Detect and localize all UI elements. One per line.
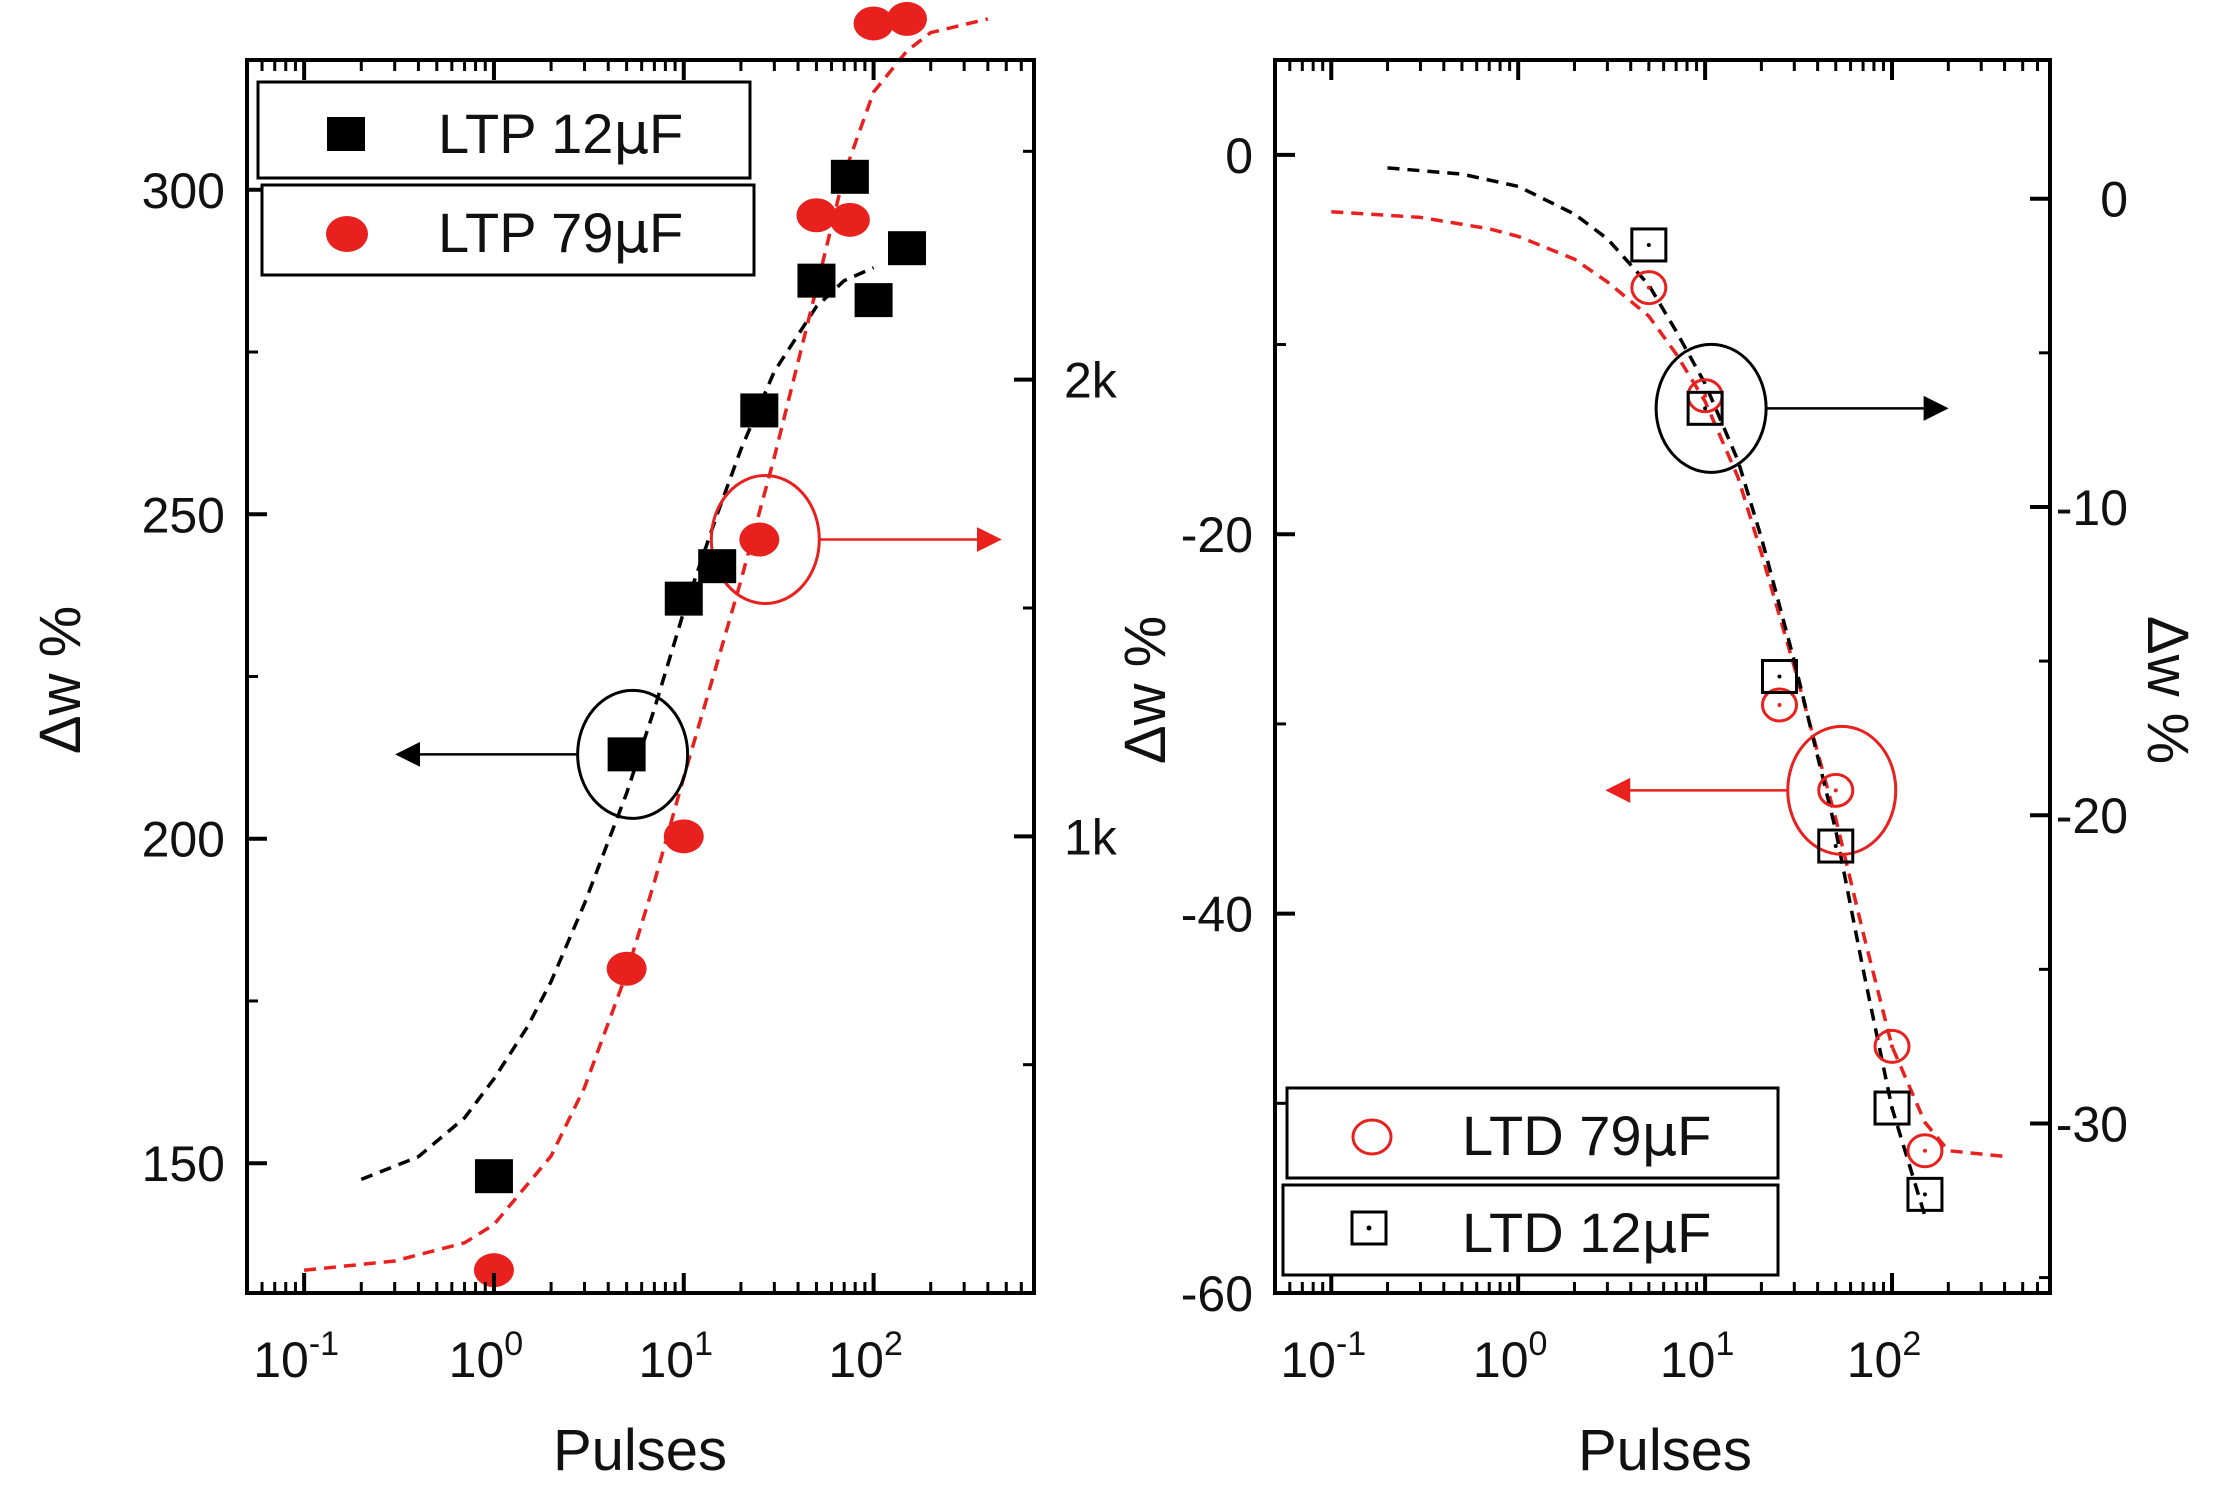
data-point	[1817, 772, 1855, 808]
data-point	[1906, 1133, 1944, 1169]
right-x-axis-label: Pulses	[1578, 1418, 1752, 1483]
data-point	[797, 263, 836, 298]
data-point	[1817, 828, 1855, 864]
data-point-center	[1646, 285, 1651, 290]
y-tick-label: -20	[1181, 507, 1253, 563]
data-point	[830, 159, 869, 194]
right-y-tick-label: -20	[2056, 788, 2128, 844]
data-point	[698, 549, 737, 584]
data-point-center	[1922, 1148, 1927, 1153]
data-point-center	[1777, 674, 1782, 679]
data-point	[607, 737, 646, 772]
x-tick-label: 101	[1660, 1325, 1735, 1388]
x-tick-label: 10-1	[1280, 1325, 1366, 1388]
y-tick-label: 250	[142, 487, 225, 543]
data-point	[1873, 1090, 1911, 1126]
data-point	[1630, 270, 1668, 306]
legend-marker-center-dot	[1366, 1225, 1372, 1231]
data-point	[663, 819, 704, 854]
legend-marker-filled-square	[327, 117, 365, 151]
legend-marker-open-circle	[1351, 1118, 1393, 1156]
data-point	[664, 581, 703, 616]
data-point-center	[1833, 788, 1838, 793]
x-tick-label: 101	[638, 1325, 713, 1388]
right-secondary-y-axis-label: Δw %	[2135, 616, 2200, 764]
left-x-axis-label: Pulses	[553, 1418, 727, 1483]
legend-box-ltd-12	[1281, 1183, 1780, 1277]
legend-box-ltd-79	[1285, 1086, 1780, 1180]
data-point	[740, 393, 779, 428]
data-point-center	[1890, 1044, 1895, 1049]
data-point-center	[1646, 242, 1651, 247]
data-point	[1906, 1176, 1944, 1212]
right-y-tick-label: 0	[2100, 172, 2128, 228]
annotation-circle	[1786, 724, 1898, 856]
legend-label-ltp-12: LTP 12μF	[438, 102, 683, 167]
data-point	[1760, 659, 1798, 694]
data-point	[606, 951, 647, 986]
right-y-axis-label: Δw %	[1113, 616, 1178, 764]
fit-curve	[360, 266, 875, 1182]
left-y-axis-label: Δw %	[28, 606, 93, 754]
data-point	[829, 202, 870, 237]
data-point-center	[1777, 702, 1782, 707]
right-y-tick-label: -10	[2056, 480, 2128, 536]
y-tick-label: 150	[142, 1136, 225, 1192]
x-tick-label: 100	[1473, 1325, 1548, 1388]
legend-label-ltp-79: LTP 79μF	[438, 201, 683, 266]
right-y-tick-label: -30	[2056, 1096, 2128, 1152]
data-point-center	[1703, 406, 1708, 411]
data-point	[887, 1, 928, 36]
fit-curve	[1331, 210, 2005, 1159]
data-point	[474, 1159, 513, 1194]
data-point	[853, 6, 894, 41]
legend-label-ltd-79: LTD 79μF	[1462, 1104, 1711, 1169]
data-point-center	[1833, 844, 1838, 849]
x-tick-label: 10-1	[253, 1325, 339, 1388]
data-point	[473, 1253, 514, 1288]
y-tick-label: -40	[1181, 887, 1253, 943]
left-legend: LTP 12μF LTP 79μF	[256, 80, 756, 277]
left-panel: 10-1 100 101 102 150 200 250 300 1k 2k Pulses Δ…	[28, 1, 1118, 1483]
y-tick-label: 0	[1225, 128, 1253, 184]
right-panel: 10-1 100 101 102 0 -20 -40 -60 0 -10 -20 -30 Puls…	[1113, 58, 2200, 1483]
legend-label-ltd-12: LTD 12μF	[1462, 1201, 1711, 1266]
legend-marker-filled-circle	[326, 216, 368, 252]
data-point	[854, 283, 893, 318]
x-tick-label: 102	[828, 1325, 903, 1388]
data-point-center	[1922, 1192, 1927, 1197]
right-legend: LTD 79μF LTD 12μF	[1281, 1086, 1780, 1277]
y-tick-label: 300	[142, 163, 225, 219]
data-point	[1760, 687, 1798, 723]
data-point	[1873, 1028, 1911, 1064]
data-point-center	[1890, 1106, 1895, 1111]
data-point	[796, 198, 837, 233]
legend-marker-open-square	[1350, 1210, 1388, 1246]
x-tick-label: 100	[449, 1325, 524, 1388]
fit-curve	[303, 17, 989, 1272]
data-point	[1630, 227, 1668, 263]
data-point-center	[1703, 393, 1708, 398]
fit-curve	[1387, 166, 1927, 1217]
y-tick-label: 200	[142, 812, 225, 868]
data-point	[739, 522, 780, 557]
annotation-circle	[1654, 342, 1768, 474]
data-point	[888, 231, 927, 266]
y-tick-label: -60	[1181, 1266, 1253, 1322]
data-point	[1686, 390, 1724, 426]
right-y-tick-label: 1k	[1064, 809, 1118, 865]
right-y-tick-label: 2k	[1064, 353, 1118, 409]
x-tick-label: 102	[1847, 1325, 1922, 1388]
